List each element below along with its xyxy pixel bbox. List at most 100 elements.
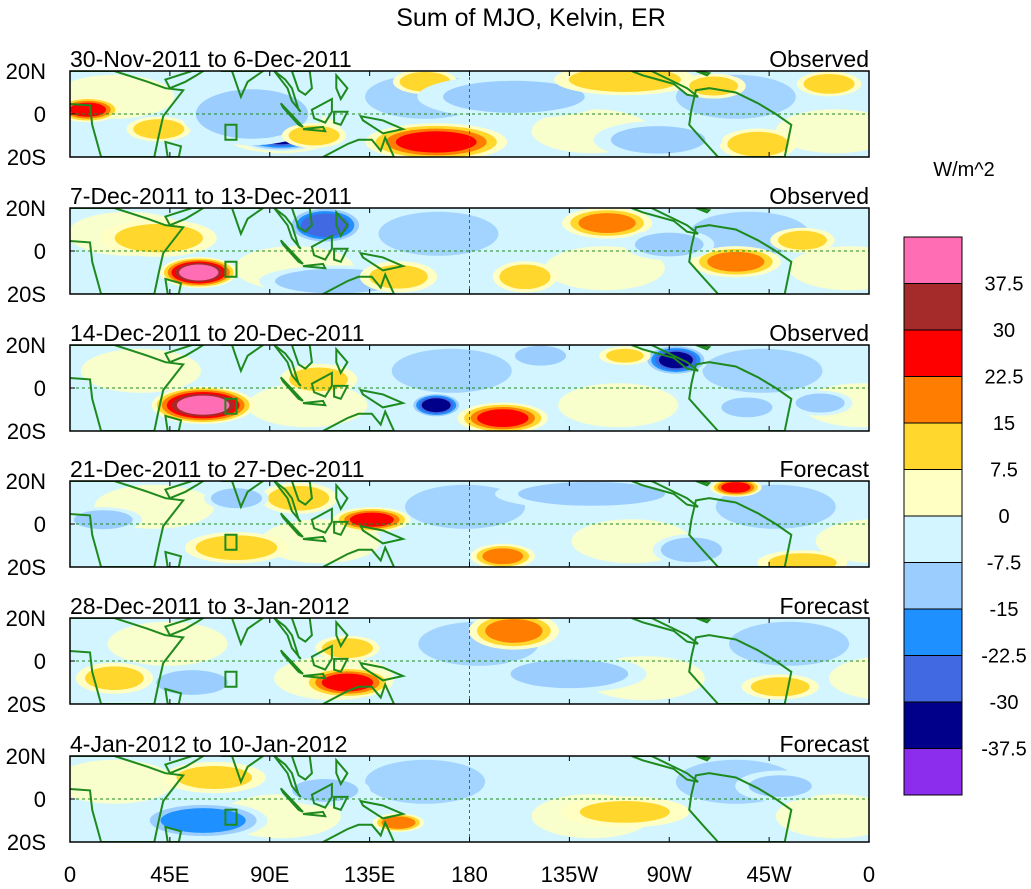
panel-period-label: 28-Dec-2011 to 3-Jan-2012 — [70, 593, 350, 619]
y-tick-label: 20N — [6, 333, 46, 358]
colorbar-swatch — [903, 329, 963, 377]
panel-period-label: 14-Dec-2011 to 20-Dec-2011 — [70, 320, 365, 346]
coastline-path — [164, 140, 183, 157]
coastline-path — [322, 544, 396, 567]
anomaly-contour — [321, 638, 373, 658]
coastline-path — [688, 497, 793, 567]
y-tick-label: 20N — [6, 59, 46, 84]
coastline-path — [688, 224, 793, 294]
coastline-path — [310, 644, 333, 671]
colorbar-units-label: W/m^2 — [933, 159, 995, 181]
coastline-path — [220, 756, 265, 785]
coastline-path — [302, 672, 327, 680]
coastline-path — [273, 345, 302, 387]
anomaly-contour — [84, 666, 144, 691]
coastline-path — [290, 208, 313, 233]
coastline-path — [358, 799, 407, 820]
coastline-path — [302, 125, 327, 133]
coastline-path — [695, 71, 712, 77]
coastline-path — [631, 345, 699, 372]
coastline-path — [358, 251, 407, 272]
anomaly-contour — [179, 264, 219, 281]
coastline-path — [164, 414, 183, 431]
weak-band — [391, 348, 512, 393]
coastline-path — [290, 71, 313, 96]
weak-band — [81, 348, 202, 393]
coastline-path — [695, 618, 712, 624]
coastline-path — [164, 825, 183, 842]
y-tick-label: 20N — [6, 744, 46, 769]
anomaly-contour — [727, 131, 789, 157]
anomaly-contour — [443, 80, 585, 113]
coastline-path — [279, 787, 304, 813]
x-tick-label: 90W — [647, 862, 692, 887]
anomaly-field — [75, 618, 869, 701]
coastline-path — [220, 618, 265, 647]
colorbar-swatch — [903, 236, 963, 284]
chart-title: Sum of MJO, Kelvin, ER — [396, 4, 666, 32]
x-tick-label: 135W — [541, 862, 599, 887]
y-tick-label: 20N — [6, 196, 46, 221]
coastline-path — [333, 657, 350, 674]
anomaly-contour — [605, 348, 644, 363]
colorbar-level-label: 37.5 — [985, 274, 1024, 296]
coastline-path — [631, 208, 699, 235]
coastline-path — [273, 71, 302, 113]
coastline-path — [333, 795, 350, 812]
coastline-path — [302, 262, 327, 270]
anomaly-contour — [288, 125, 340, 146]
y-tick-label: 20S — [7, 145, 46, 170]
coastline-path — [220, 71, 265, 100]
coastline-path — [695, 208, 712, 214]
anomaly-contour — [485, 619, 543, 643]
y-tick-label: 20S — [7, 830, 46, 855]
colorbar-level-label: -30 — [990, 692, 1019, 714]
anomaly-contour — [707, 251, 765, 272]
panel-6: 20N 0 20S 4-Jan-2012 to 10-Jan-2012 Forecast — [6, 731, 870, 855]
coastline-path — [163, 756, 206, 775]
anomaly-contour — [381, 816, 416, 829]
coastline-path — [322, 408, 396, 431]
coastline-path — [688, 634, 793, 704]
coastline-path — [302, 399, 327, 407]
panel-1: 20N 0 20S 30-Nov-2011 to 6-Dec-2011 Observed — [6, 46, 870, 170]
anomaly-contour — [210, 488, 262, 509]
colorbar-swatch — [903, 283, 963, 331]
coastline-path — [70, 71, 186, 157]
anomaly-contour — [133, 119, 185, 139]
anomaly-contour — [73, 510, 133, 530]
anomaly-contour — [634, 232, 704, 257]
y-tick-label: 0 — [34, 649, 46, 674]
coastline-path — [310, 234, 333, 261]
coastline-path — [335, 482, 349, 512]
coastline-path — [70, 481, 186, 567]
anomaly-contour — [421, 398, 451, 413]
coastline-path — [163, 71, 206, 90]
coastline-path — [631, 71, 699, 98]
coastline-path — [335, 209, 349, 239]
y-tick-label: 20S — [7, 419, 46, 444]
coastline-path — [688, 361, 793, 431]
panel-status-label: Observed — [769, 320, 869, 346]
panels-group: 20N 0 20S 30-Nov-2011 to 6-Dec-2011 Observed… — [6, 46, 870, 855]
colorbar-swatch — [903, 701, 963, 749]
coastline-path — [220, 345, 265, 374]
coastline-path — [333, 384, 350, 401]
colorbar-swatch — [903, 655, 963, 703]
coastline-path — [273, 756, 302, 798]
colorbar-swatch — [903, 608, 963, 656]
coastlines — [70, 481, 793, 567]
coastline-path — [70, 208, 186, 294]
coastline-path — [164, 277, 183, 294]
anomaly-contour — [514, 345, 567, 366]
anomaly-contour — [568, 71, 681, 92]
coastline-path — [163, 481, 206, 500]
coastline-path — [333, 520, 350, 537]
colorbar-swatch — [903, 469, 963, 517]
x-tick-label: 0 — [863, 862, 875, 887]
x-tick-label: 45W — [747, 862, 792, 887]
colorbar-level-label: -7.5 — [987, 553, 1021, 575]
coastline-path — [335, 346, 349, 376]
coastline-path — [70, 345, 186, 431]
coastline-path — [695, 345, 712, 351]
